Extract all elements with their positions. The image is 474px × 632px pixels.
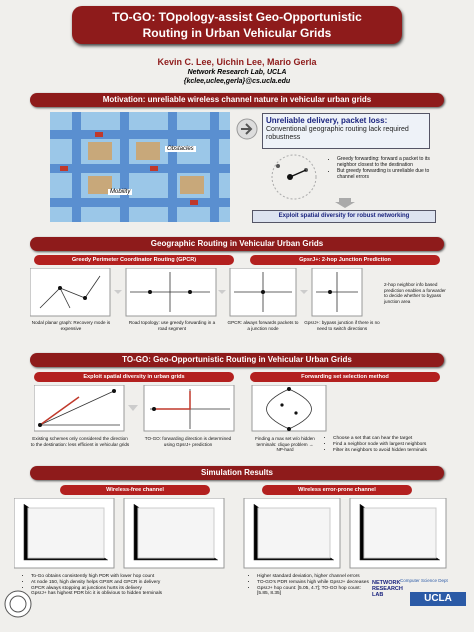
bullet: To-Go obtains consistently high PDR with… (31, 574, 224, 580)
title-box (72, 6, 402, 44)
image-label: Obstacles (165, 146, 196, 152)
arrow (236, 118, 258, 140)
bullet: GpsrJ+ hop count: [5.05, 4.7]; TO-GO hop… (257, 586, 370, 598)
title-line: Routing in Urban Vehicular Grids (142, 26, 332, 40)
lab-logo: NETWORK RESEARCH LAB (372, 580, 403, 598)
section-title: Simulation Results (30, 466, 444, 480)
bullet: Greedy forwarding: forward a packet to i… (337, 156, 440, 168)
bullet: Find a neighbor node with largest neighb… (333, 442, 446, 448)
email: {kclee,uclee,gerla}@cs.ucla.edu (183, 78, 291, 85)
caption: GpsrJ+: bypass junction if there is no n… (304, 320, 380, 331)
conclusion-bar: Exploit spatial diversity for robust net… (252, 210, 436, 223)
caption: TO-GO: forwarding direction is determine… (144, 436, 232, 447)
bullet: Choose a set that can hear the target (333, 436, 446, 442)
subsection-title: GpsrJ+: 2-hop Junction Prediction (250, 255, 440, 265)
bullet: Higher standard deviation, higher channe… (257, 574, 370, 580)
affiliation: Network Research Lab, UCLA (187, 69, 287, 76)
box-text: Conventional geographic routing lack req… (266, 126, 409, 141)
ucla-seal (4, 590, 32, 618)
subsection-title: Greedy Perimeter Coordinator Routing (GP… (34, 255, 234, 265)
ucla-logo: UCLA (410, 592, 466, 606)
result-plots (14, 498, 447, 569)
caption: Road topology: use greedy forwarding in … (128, 320, 216, 331)
problem-box (262, 113, 430, 149)
bullet: TO-GO's PDR remains high while GpsrJ+ de… (257, 580, 370, 586)
subsection-title: Wireless error-prone channel (262, 485, 412, 495)
greedy-diagram (271, 154, 317, 200)
bullets: Choose a set that can hear the targetFin… (326, 436, 446, 454)
bullet: But greedy forwarding is unreliable due … (337, 168, 440, 180)
caption: GPCR: always forwards packets to a junct… (227, 320, 299, 331)
box-title: Unreliable delivery, packet loss: (266, 116, 388, 125)
city-grid-image (50, 112, 230, 222)
bullet: GpsrJ+ has highest PDR b/c it is oblivio… (31, 591, 224, 597)
caption: Nodal planar graph: Recovery mode is exp… (31, 320, 111, 331)
subsection-title: Wireless-free channel (60, 485, 210, 495)
title-line: TO-GO: TOpology-assist Geo-Opportunistic (112, 10, 362, 24)
bullet: Filter its neighbors to avoid hidden ter… (333, 448, 446, 454)
caption: 2-hop neighbor info based prediction ena… (384, 282, 446, 304)
subsection-title: Forwarding set selection method (250, 372, 440, 382)
authors: Kevin C. Lee, Uichin Lee, Mario Gerla (157, 57, 317, 67)
image-label: Mobility (108, 189, 133, 195)
subsection-title: Exploit spatial diversity in urban grids (34, 372, 234, 382)
bullet: GPCR always stopping at junctions hurts … (31, 586, 224, 592)
caption: Finding a max set w/o hidden terminals: … (255, 436, 315, 453)
down-arrow (335, 198, 355, 208)
section-title: Motivation: unreliable wireless channel … (30, 93, 444, 107)
section-title: Geographic Routing in Vehicular Urban Gr… (30, 237, 444, 251)
bullets: To-Go obtains consistently high PDR with… (24, 574, 224, 597)
togo-diagrams (34, 385, 327, 432)
bullets: Greedy forwarding: forward a packet to i… (330, 156, 440, 180)
department: Computer Science Dept (400, 578, 448, 583)
bullets: Higher standard deviation, higher channe… (250, 574, 370, 597)
caption: Existing schemes only considered the dir… (30, 436, 130, 447)
gpcr-diagrams (30, 268, 363, 317)
bullet: At node 150, high density helps GPSR and… (31, 580, 224, 586)
section-title: TO-GO: Geo-Opportunistic Routing in Vehi… (30, 353, 444, 367)
